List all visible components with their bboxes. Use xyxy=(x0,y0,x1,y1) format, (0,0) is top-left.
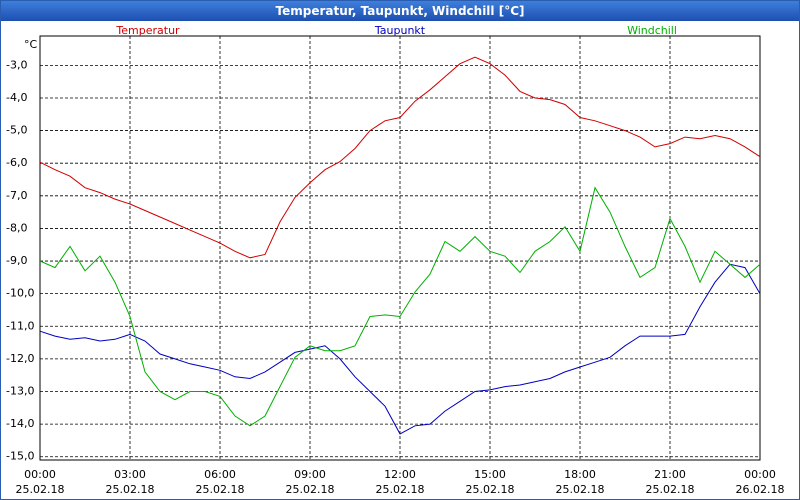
x-tick-date: 25.02.18 xyxy=(466,483,515,496)
line xyxy=(39,56,761,259)
y-tick-label: -10,0 xyxy=(6,287,34,300)
y-unit: °C xyxy=(24,38,38,51)
x-tick-date: 25.02.18 xyxy=(646,483,695,496)
x-tick-label: 06:00 xyxy=(204,468,236,481)
x-tick-label: 18:00 xyxy=(564,468,596,481)
line xyxy=(39,186,761,427)
x-tick-date: 25.02.18 xyxy=(16,483,65,496)
x-tick-label: 03:00 xyxy=(114,468,146,481)
x-tick-date: 25.02.18 xyxy=(556,483,605,496)
x-tick-date: 25.02.18 xyxy=(286,483,335,496)
y-tick-label: -7,0 xyxy=(6,189,27,202)
y-tick-label: -3,0 xyxy=(6,58,27,71)
title-bar: Temperatur, Taupunkt, Windchill [°C] xyxy=(1,1,799,21)
x-tick-date: 25.02.18 xyxy=(106,483,155,496)
x-tick-date: 25.02.18 xyxy=(376,483,425,496)
x-tick-label: 21:00 xyxy=(654,468,686,481)
y-tick-label: -8,0 xyxy=(6,221,27,234)
x-tick-label: 00:00 xyxy=(744,468,776,481)
x-tick-date: 26.02.18 xyxy=(736,483,785,496)
x-tick-label: 12:00 xyxy=(384,468,416,481)
x-tick-label: 15:00 xyxy=(474,468,506,481)
y-tick-label: -4,0 xyxy=(6,91,27,104)
legend-label: Taupunkt xyxy=(374,24,426,37)
x-tick-label: 09:00 xyxy=(294,468,326,481)
y-tick-label: -14,0 xyxy=(6,417,34,430)
y-tick-label: -6,0 xyxy=(6,156,27,169)
legend-label: Temperatur xyxy=(115,24,180,37)
x-tick-date: 25.02.18 xyxy=(196,483,245,496)
y-tick-label: -13,0 xyxy=(6,385,34,398)
legend-label: Windchill xyxy=(627,24,677,37)
y-tick-label: -5,0 xyxy=(6,124,27,137)
line xyxy=(39,263,761,435)
y-tick-label: -15,0 xyxy=(6,450,34,463)
x-tick-label: 00:00 xyxy=(24,468,56,481)
y-tick-label: -11,0 xyxy=(6,319,34,332)
y-tick-label: -12,0 xyxy=(6,352,34,365)
y-tick-label: -9,0 xyxy=(6,254,27,267)
